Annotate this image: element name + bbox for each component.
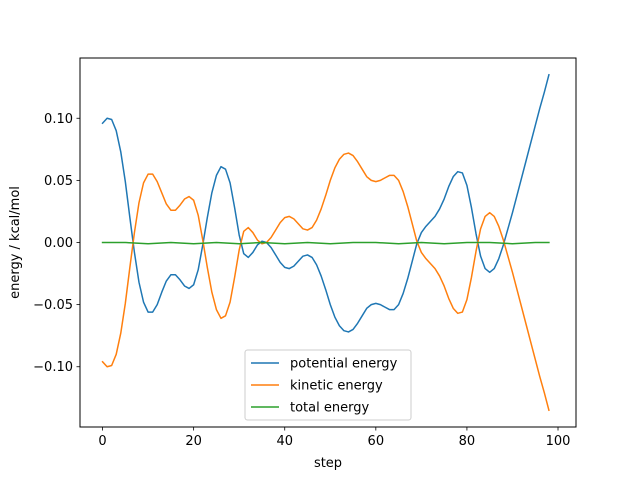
y-axis-label: energy / kcal/mol [8,186,23,299]
series-line-1 [101,152,550,412]
series-line-2 [101,241,550,245]
x-tick-label: 0 [98,434,106,449]
y-tick-label: −0.10 [33,360,73,375]
x-tick-label: 20 [185,434,202,449]
y-tick-label: 0.00 [44,236,73,251]
y-tick-label: 0.10 [44,112,73,127]
y-axis-ticks: −0.10 −0.05 0.00 0.05 0.10 [33,112,80,375]
x-tick-label: 80 [459,434,476,449]
legend-label-0: potential energy [290,357,398,372]
y-tick-label: −0.05 [33,298,73,313]
legend: potential energy kinetic energy total ener… [244,349,412,421]
x-tick-label: 60 [368,434,385,449]
x-tick-label: 100 [546,434,571,449]
plot-lines [101,73,550,412]
y-tick-label: 0.05 [44,174,73,189]
legend-label-2: total energy [290,401,369,416]
legend-box [244,349,412,421]
x-axis-label: step [314,456,342,471]
legend-label-1: kinetic energy [290,379,383,394]
x-tick-label: 40 [276,434,293,449]
series-line-0 [101,73,550,333]
x-axis-ticks: 0 20 40 60 80 100 [98,427,570,449]
